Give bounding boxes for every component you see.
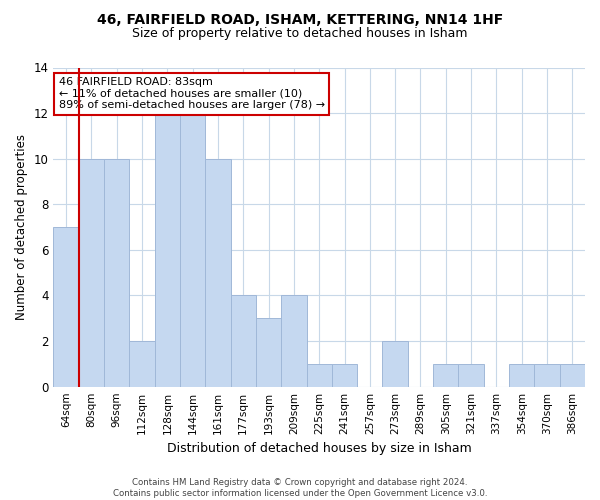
Bar xyxy=(180,113,205,386)
Bar xyxy=(104,158,130,386)
Bar xyxy=(560,364,585,386)
Bar xyxy=(433,364,458,386)
Bar xyxy=(79,158,104,386)
Y-axis label: Number of detached properties: Number of detached properties xyxy=(15,134,28,320)
Bar xyxy=(205,158,230,386)
Text: 46, FAIRFIELD ROAD, ISHAM, KETTERING, NN14 1HF: 46, FAIRFIELD ROAD, ISHAM, KETTERING, NN… xyxy=(97,12,503,26)
Bar xyxy=(535,364,560,386)
Bar xyxy=(281,296,307,386)
Bar xyxy=(509,364,535,386)
Bar xyxy=(155,113,180,386)
Text: Size of property relative to detached houses in Isham: Size of property relative to detached ho… xyxy=(132,28,468,40)
Bar xyxy=(307,364,332,386)
Bar xyxy=(256,318,281,386)
Bar xyxy=(53,227,79,386)
X-axis label: Distribution of detached houses by size in Isham: Distribution of detached houses by size … xyxy=(167,442,472,455)
Text: Contains HM Land Registry data © Crown copyright and database right 2024.
Contai: Contains HM Land Registry data © Crown c… xyxy=(113,478,487,498)
Bar xyxy=(458,364,484,386)
Bar xyxy=(382,341,408,386)
Text: 46 FAIRFIELD ROAD: 83sqm
← 11% of detached houses are smaller (10)
89% of semi-d: 46 FAIRFIELD ROAD: 83sqm ← 11% of detach… xyxy=(59,77,325,110)
Bar xyxy=(130,341,155,386)
Bar xyxy=(230,296,256,386)
Bar xyxy=(332,364,357,386)
